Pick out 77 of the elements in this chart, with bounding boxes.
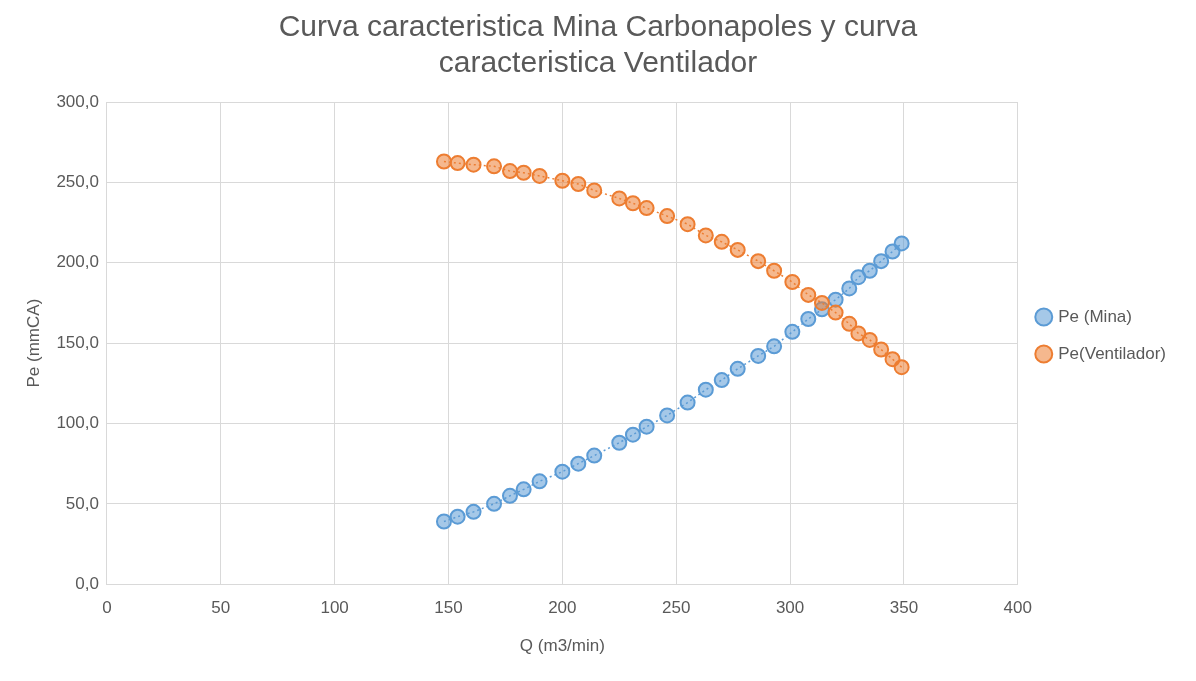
point bbox=[750, 347, 767, 364]
point bbox=[766, 262, 783, 279]
point bbox=[570, 175, 587, 192]
point bbox=[486, 495, 503, 512]
point bbox=[659, 208, 676, 225]
point bbox=[873, 253, 890, 270]
y-tick-label: 200,0 bbox=[56, 252, 99, 272]
x-tick-label: 350 bbox=[889, 598, 919, 618]
point bbox=[766, 338, 783, 355]
point bbox=[713, 372, 730, 389]
point bbox=[841, 315, 858, 332]
legend-label: Pe (Mina) bbox=[1058, 306, 1132, 326]
point bbox=[679, 216, 696, 233]
x-tick-label: 50 bbox=[211, 598, 231, 618]
point bbox=[713, 233, 730, 250]
point bbox=[659, 407, 676, 424]
point bbox=[624, 426, 641, 443]
point bbox=[729, 241, 746, 258]
point bbox=[784, 274, 801, 291]
point bbox=[873, 341, 890, 358]
point bbox=[586, 182, 603, 199]
legend-label: Pe(Ventilador) bbox=[1058, 343, 1167, 363]
point bbox=[465, 156, 482, 173]
point bbox=[800, 310, 817, 327]
y-tick-label: 150,0 bbox=[56, 332, 99, 352]
y-tick-label: 300,0 bbox=[56, 91, 99, 111]
point bbox=[554, 172, 571, 189]
x-tick-label: 150 bbox=[434, 598, 463, 618]
y-axis-title: Pe (mmCA) bbox=[23, 298, 43, 388]
point bbox=[501, 163, 518, 180]
x-tick-label: 100 bbox=[320, 598, 349, 618]
point bbox=[501, 487, 518, 504]
point bbox=[611, 434, 628, 451]
point bbox=[893, 235, 910, 252]
point bbox=[435, 513, 452, 530]
point bbox=[893, 359, 910, 376]
chart-title: Curva caracteristica Mina Carbonapoles y curva caracteristica Ventilador bbox=[278, 9, 918, 79]
point bbox=[841, 280, 858, 297]
point bbox=[435, 153, 452, 170]
point bbox=[624, 195, 641, 212]
point bbox=[861, 331, 878, 348]
point bbox=[697, 381, 714, 398]
point bbox=[638, 200, 655, 217]
x-tick-label: 300 bbox=[775, 598, 805, 618]
y-tick-label: 100,0 bbox=[56, 413, 99, 433]
point bbox=[570, 455, 587, 472]
point bbox=[800, 286, 817, 303]
point bbox=[531, 167, 548, 184]
point bbox=[465, 503, 482, 520]
point bbox=[486, 158, 503, 175]
point bbox=[850, 269, 867, 286]
point bbox=[784, 323, 801, 340]
x-tick-label: 0 bbox=[102, 598, 112, 618]
point bbox=[813, 294, 830, 311]
point bbox=[697, 227, 714, 244]
point bbox=[750, 253, 767, 270]
point bbox=[679, 394, 696, 411]
x-tick-label: 250 bbox=[662, 598, 691, 618]
y-tick-label: 0,0 bbox=[75, 573, 99, 593]
point bbox=[449, 155, 466, 172]
point bbox=[850, 325, 867, 342]
point bbox=[531, 473, 548, 490]
point bbox=[586, 447, 603, 464]
point bbox=[638, 418, 655, 435]
point bbox=[729, 360, 746, 377]
x-tick-label: 400 bbox=[1003, 598, 1032, 618]
point bbox=[827, 304, 844, 321]
x-tick-label: 200 bbox=[548, 598, 577, 618]
x-axis-title: Q (m3/min) bbox=[519, 636, 605, 656]
point bbox=[554, 463, 571, 480]
point bbox=[611, 190, 628, 207]
y-tick-label: 250,0 bbox=[56, 172, 99, 192]
y-tick-label: 50,0 bbox=[65, 493, 99, 513]
point bbox=[515, 164, 532, 181]
point bbox=[861, 262, 878, 279]
point bbox=[449, 508, 466, 525]
point bbox=[515, 481, 532, 498]
